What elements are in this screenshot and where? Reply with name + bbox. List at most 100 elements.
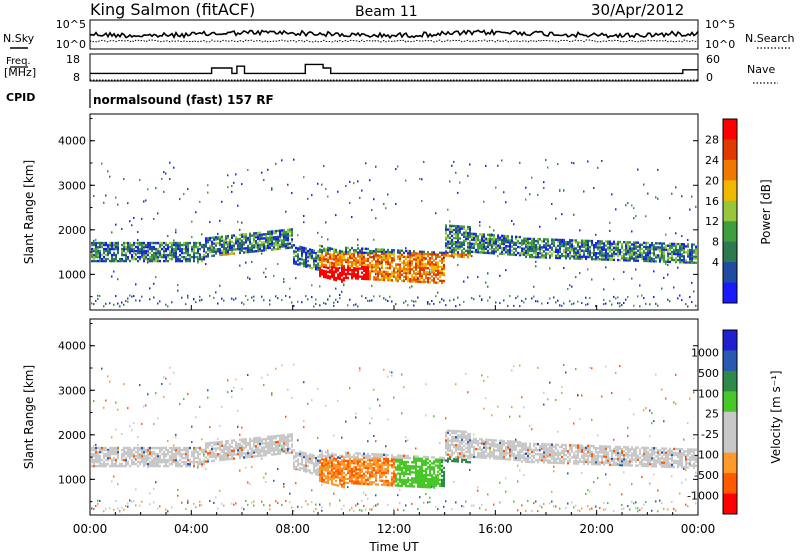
heatmap-cell bbox=[255, 445, 257, 447]
heatmap-cell bbox=[181, 248, 183, 250]
heatmap-cell bbox=[283, 483, 285, 485]
heatmap-cell bbox=[223, 239, 225, 241]
heatmap-cell bbox=[379, 405, 381, 407]
heatmap-cell bbox=[135, 451, 137, 453]
heatmap-cell bbox=[195, 461, 197, 463]
heatmap-cell bbox=[195, 301, 197, 303]
heatmap-cell bbox=[299, 463, 301, 465]
heatmap-cell bbox=[203, 244, 205, 246]
heatmap-cell bbox=[179, 463, 181, 465]
heatmap-cell bbox=[177, 447, 179, 449]
heatmap-cell bbox=[483, 201, 485, 203]
heatmap-cell bbox=[315, 303, 317, 305]
heatmap-cell bbox=[127, 506, 129, 508]
heatmap-cell bbox=[621, 304, 623, 306]
heatmap-cell bbox=[651, 252, 653, 254]
heatmap-cell bbox=[407, 465, 409, 467]
heatmap-cell bbox=[233, 387, 235, 389]
heatmap-cell bbox=[215, 441, 217, 443]
heatmap-cell bbox=[231, 245, 233, 247]
heatmap-cell bbox=[485, 282, 487, 284]
heatmap-cell bbox=[211, 255, 213, 257]
heatmap-cell bbox=[619, 305, 621, 307]
heatmap-cell bbox=[517, 252, 519, 254]
heatmap-cell bbox=[375, 440, 377, 442]
heatmap-cell bbox=[99, 447, 101, 449]
heatmap-cell bbox=[93, 445, 95, 447]
heatmap-cell bbox=[619, 249, 621, 251]
heatmap-cell bbox=[655, 254, 657, 256]
heatmap-cell bbox=[407, 250, 409, 252]
heatmap-cell bbox=[209, 221, 211, 223]
heatmap-cell bbox=[103, 256, 105, 258]
heatmap-cell bbox=[117, 465, 119, 467]
heatmap-cell bbox=[181, 449, 183, 451]
heatmap-cell bbox=[209, 442, 211, 444]
heatmap-cell bbox=[205, 442, 207, 444]
heatmap-cell bbox=[269, 508, 271, 510]
heatmap-cell bbox=[123, 383, 125, 385]
heatmap-cell bbox=[365, 162, 367, 164]
heatmap-cell bbox=[143, 242, 145, 244]
heatmap-cell bbox=[465, 232, 467, 234]
heatmap-cell bbox=[209, 450, 211, 452]
heatmap-cell bbox=[435, 281, 437, 283]
heatmap-cell bbox=[187, 242, 189, 244]
heatmap-cell bbox=[149, 492, 151, 494]
heatmap-cell bbox=[163, 191, 165, 193]
heatmap-cell bbox=[133, 217, 135, 219]
heatmap-cell bbox=[451, 229, 453, 231]
heatmap-cell bbox=[529, 238, 531, 240]
heatmap-cell bbox=[231, 440, 233, 442]
heatmap-cell bbox=[601, 160, 603, 162]
heatmap-cell bbox=[109, 507, 111, 509]
heatmap-cell bbox=[409, 457, 411, 459]
heatmap-cell bbox=[211, 460, 213, 462]
heatmap-cell bbox=[325, 270, 327, 272]
heatmap-cell bbox=[325, 188, 327, 190]
heatmap-cell bbox=[199, 501, 201, 503]
heatmap-cell bbox=[515, 248, 517, 250]
heatmap-cell bbox=[351, 261, 353, 263]
heatmap-cell bbox=[691, 301, 693, 303]
heatmap-cell bbox=[677, 259, 679, 261]
heatmap-cell bbox=[243, 456, 245, 458]
heatmap-cell bbox=[127, 407, 129, 409]
heatmap-cell bbox=[185, 508, 187, 510]
heatmap-cell bbox=[367, 463, 369, 465]
heatmap-cell bbox=[205, 468, 207, 470]
heatmap-cell bbox=[263, 446, 265, 448]
heatmap-cell bbox=[299, 451, 301, 453]
heatmap-cell bbox=[199, 504, 201, 506]
heatmap-cell bbox=[391, 472, 393, 474]
heatmap-cell bbox=[677, 249, 679, 251]
heatmap-cell bbox=[275, 248, 277, 250]
heatmap-cell bbox=[361, 295, 363, 297]
heatmap-cell bbox=[271, 394, 273, 396]
heatmap-cell bbox=[321, 184, 323, 186]
heatmap-cell bbox=[653, 259, 655, 261]
heatmap-cell bbox=[417, 455, 419, 457]
heatmap-cell bbox=[311, 194, 313, 196]
heatmap-cell bbox=[495, 238, 497, 240]
heatmap-cell bbox=[409, 262, 411, 264]
heatmap-cell bbox=[203, 454, 205, 456]
heatmap-cell bbox=[431, 275, 433, 277]
heatmap-cell bbox=[97, 246, 99, 248]
heatmap-cell bbox=[95, 505, 97, 507]
heatmap-cell bbox=[357, 306, 359, 308]
heatmap-cell bbox=[645, 215, 647, 217]
heatmap-cell bbox=[149, 287, 151, 289]
heatmap-cell bbox=[541, 240, 543, 242]
heatmap-cell bbox=[131, 254, 133, 256]
heatmap-cell bbox=[689, 249, 691, 251]
heatmap-cell bbox=[135, 447, 137, 449]
heatmap-cell bbox=[343, 476, 345, 478]
heatmap-cell bbox=[179, 198, 181, 200]
heatmap-cell bbox=[241, 507, 243, 509]
heatmap-cell bbox=[389, 482, 391, 484]
heatmap-cell bbox=[367, 472, 369, 474]
heatmap-cell bbox=[253, 449, 255, 451]
heatmap-cell bbox=[167, 449, 169, 451]
